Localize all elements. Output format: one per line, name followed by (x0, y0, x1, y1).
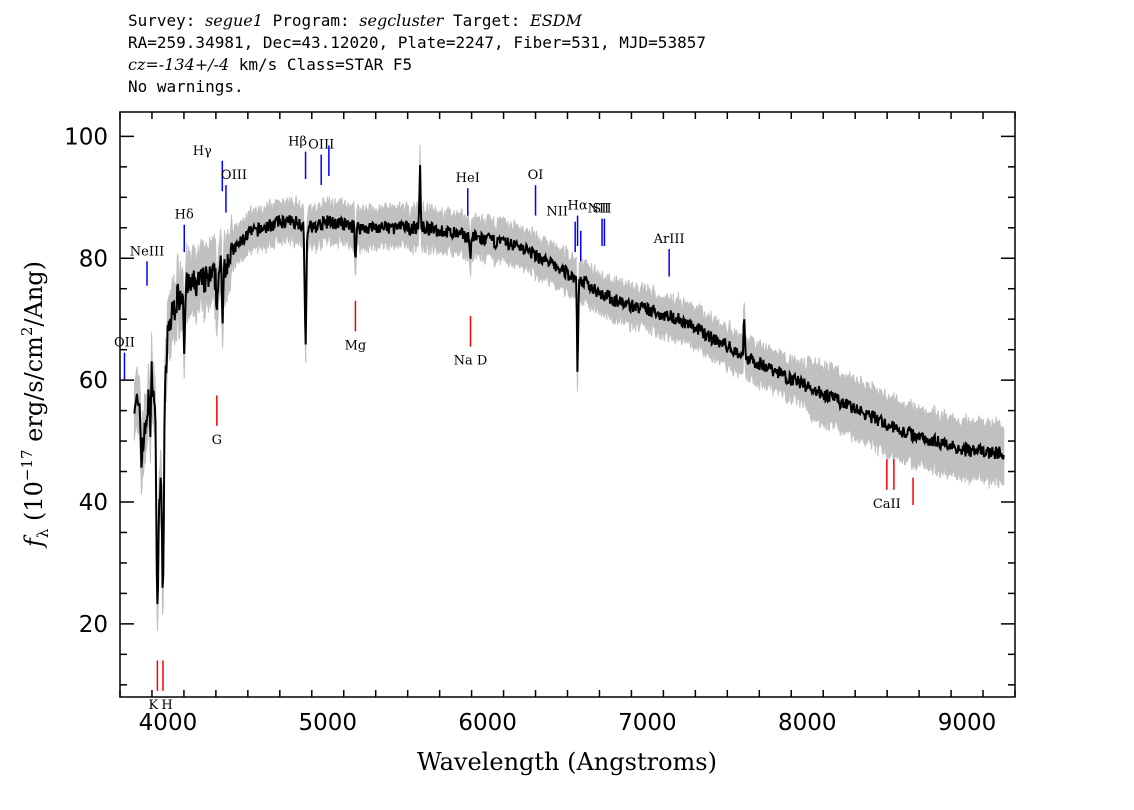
emission-line-label: OII (114, 336, 135, 351)
emission-line-label: Hα (568, 199, 588, 214)
header-line-warnings: No warnings. (128, 77, 244, 96)
x-tick-label: 5000 (298, 710, 357, 736)
absorption-line-label: Mg (345, 338, 367, 353)
x-tick-label: 9000 (938, 710, 997, 736)
emission-line-label: NII (588, 202, 610, 217)
absorption-line-label: Na D (454, 354, 488, 369)
emission-line-label: OIII (308, 138, 334, 153)
y-tick-label: 100 (64, 124, 108, 150)
emission-line-label: NII (546, 205, 568, 220)
y-tick-label: 40 (79, 490, 108, 516)
y-tick-label: 60 (79, 368, 108, 394)
y-axis-title: fλ (10−17 erg/s/cm2/Ang) (18, 261, 52, 549)
emission-line-label: Hδ (175, 208, 194, 223)
spectrum-header: Survey: segue1 Program: segcluster Targe… (128, 10, 706, 98)
absorption-line-label: H (161, 698, 172, 713)
axes: 4000 5000 6000 7000 8000 9000 20 40 60 80 100 (64, 112, 1016, 736)
error-band (133, 144, 1005, 631)
x-tick-label: 8000 (778, 710, 837, 736)
emission-line-label: OI (528, 168, 544, 183)
header-line-redshift: cz=-134+/-4 km/s Class=STAR F5 (128, 55, 413, 74)
emission-line-label: OIII (221, 168, 247, 183)
x-axis-title: Wavelength (Angstroms) (417, 748, 717, 776)
header-line-coords: RA=259.34981, Dec=43.12020, Plate=2247, … (128, 33, 706, 52)
x-tick-label: 6000 (458, 710, 517, 736)
x-tick-label: 4000 (139, 710, 198, 736)
header-line-survey: Survey: segue1 Program: segcluster Targe… (128, 11, 582, 30)
flux-line (133, 164, 1005, 605)
emission-line-label: Hγ (193, 144, 212, 159)
emission-line-label: ArIII (653, 232, 685, 247)
y-tick-label: 20 (79, 612, 108, 638)
error-band-polygon (133, 144, 1005, 631)
y-tick-label: 80 (79, 246, 108, 272)
emission-line-label: Hβ (288, 135, 307, 150)
svg-text:fλ (10−17 erg/s/cm2/Ang): fλ (10−17 erg/s/cm2/Ang) (18, 261, 52, 549)
emission-line-label: HeI (456, 171, 480, 186)
absorption-line-label: K (149, 698, 159, 713)
emission-line-label: SII (592, 202, 611, 217)
x-tick-label: 7000 (618, 710, 677, 736)
absorption-line-label: G (212, 433, 222, 448)
absorption-line-label: CaII (873, 497, 901, 512)
emission-line-label: NeIII (130, 244, 164, 259)
flux-layer (133, 164, 1005, 605)
